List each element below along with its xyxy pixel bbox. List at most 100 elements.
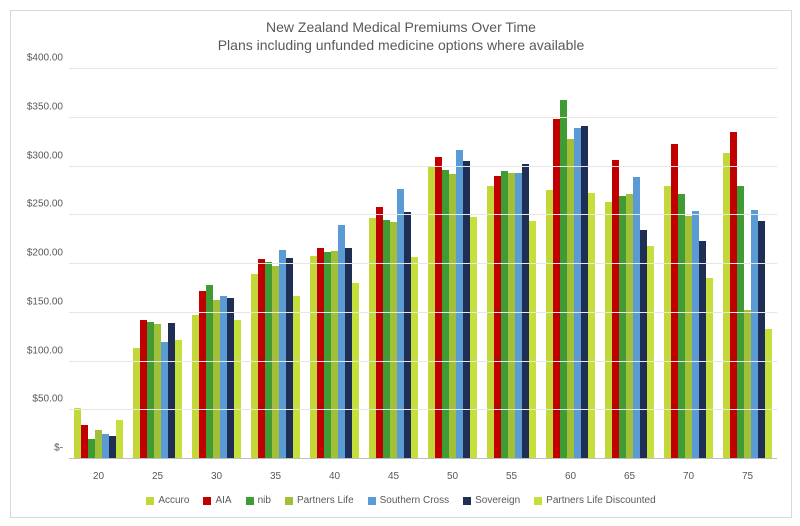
- bar: [456, 150, 463, 459]
- bar: [671, 144, 678, 459]
- bar: [293, 296, 300, 459]
- bar: [74, 408, 81, 459]
- chart-title-line1: New Zealand Medical Premiums Over Time: [266, 19, 536, 35]
- legend-item: Sovereign: [463, 494, 520, 509]
- bar: [706, 278, 713, 459]
- bar: [546, 190, 553, 459]
- bar: [553, 119, 560, 459]
- legend-item: Partners Life Discounted: [534, 494, 656, 509]
- plot-area: 202530354045505560657075 $-$50.00$100.00…: [69, 69, 777, 459]
- legend-item: nib: [246, 494, 271, 509]
- bar: [428, 167, 435, 459]
- chart-title: New Zealand Medical Premiums Over Time P…: [11, 19, 791, 54]
- bar: [338, 225, 345, 459]
- x-axis-label: 55: [506, 471, 517, 482]
- legend-item: Partners Life: [285, 494, 354, 509]
- legend-label: Partners Life: [297, 495, 354, 506]
- gridline: [69, 409, 777, 410]
- bar: [192, 315, 199, 459]
- bar: [331, 251, 338, 459]
- bar: [369, 218, 376, 459]
- bar: [567, 139, 574, 459]
- bar: [692, 211, 699, 459]
- bar: [376, 207, 383, 459]
- legend-label: nib: [258, 495, 271, 506]
- bar: [310, 256, 317, 459]
- bar: [88, 439, 95, 459]
- bar: [765, 329, 772, 459]
- bar: [133, 348, 140, 459]
- bar: [220, 296, 227, 459]
- x-axis-label: 45: [388, 471, 399, 482]
- x-axis-label: 70: [683, 471, 694, 482]
- bar: [251, 274, 258, 459]
- y-axis-label: $150.00: [27, 296, 63, 307]
- bar: [147, 322, 154, 459]
- legend-item: Southern Cross: [368, 494, 449, 509]
- bar: [102, 434, 109, 459]
- bar: [234, 320, 241, 459]
- gridline: [69, 117, 777, 118]
- bar: [529, 221, 536, 459]
- bar: [664, 186, 671, 459]
- bar: [390, 222, 397, 459]
- bar: [470, 217, 477, 459]
- legend-label: Accuro: [158, 495, 189, 506]
- x-axis-label: 25: [152, 471, 163, 482]
- chart-title-line2: Plans including unfunded medicine option…: [218, 37, 585, 53]
- bar: [494, 176, 501, 459]
- x-axis-label: 65: [624, 471, 635, 482]
- x-axis-label: 75: [742, 471, 753, 482]
- bar: [109, 436, 116, 459]
- bar: [744, 310, 751, 459]
- bar: [258, 259, 265, 459]
- bar: [175, 340, 182, 459]
- x-axis-label: 30: [211, 471, 222, 482]
- bar: [168, 323, 175, 460]
- bar: [324, 252, 331, 459]
- y-axis-label: $200.00: [27, 248, 63, 259]
- bar: [140, 320, 147, 459]
- bar: [737, 186, 744, 459]
- bar: [699, 241, 706, 459]
- bar: [383, 220, 390, 459]
- legend-swatch: [246, 497, 254, 505]
- y-axis-label: $50.00: [32, 394, 63, 405]
- bar: [199, 291, 206, 459]
- x-axis-label: 50: [447, 471, 458, 482]
- legend-label: Southern Cross: [380, 495, 449, 506]
- legend-swatch: [285, 497, 293, 505]
- bar: [411, 257, 418, 459]
- x-axis-label: 20: [93, 471, 104, 482]
- legend: Accuro AIA nib Partners Life Southern Cross S…: [11, 494, 791, 509]
- x-axis-line: [69, 458, 777, 459]
- bar: [95, 430, 102, 459]
- bar: [647, 246, 654, 459]
- bar: [397, 189, 404, 459]
- legend-label: Sovereign: [475, 495, 520, 506]
- bar: [626, 194, 633, 459]
- bar: [640, 230, 647, 459]
- legend-swatch: [368, 497, 376, 505]
- bar: [619, 196, 626, 459]
- y-axis-label: $350.00: [27, 101, 63, 112]
- bar: [435, 157, 442, 459]
- bar: [449, 174, 456, 459]
- gridline: [69, 263, 777, 264]
- bar: [345, 248, 352, 459]
- y-axis-label: $250.00: [27, 199, 63, 210]
- bar: [588, 193, 595, 459]
- bar: [487, 186, 494, 459]
- gridline: [69, 166, 777, 167]
- x-axis-label: 60: [565, 471, 576, 482]
- bar: [723, 153, 730, 459]
- legend-label: Partners Life Discounted: [546, 495, 656, 506]
- bars-layer: [69, 69, 777, 459]
- bar: [560, 100, 567, 459]
- y-axis-label: $-: [54, 443, 63, 454]
- bar: [213, 300, 220, 459]
- chart-container: New Zealand Medical Premiums Over Time P…: [10, 10, 792, 518]
- bar: [317, 248, 324, 459]
- legend-label: AIA: [215, 495, 231, 506]
- legend-item: AIA: [203, 494, 231, 509]
